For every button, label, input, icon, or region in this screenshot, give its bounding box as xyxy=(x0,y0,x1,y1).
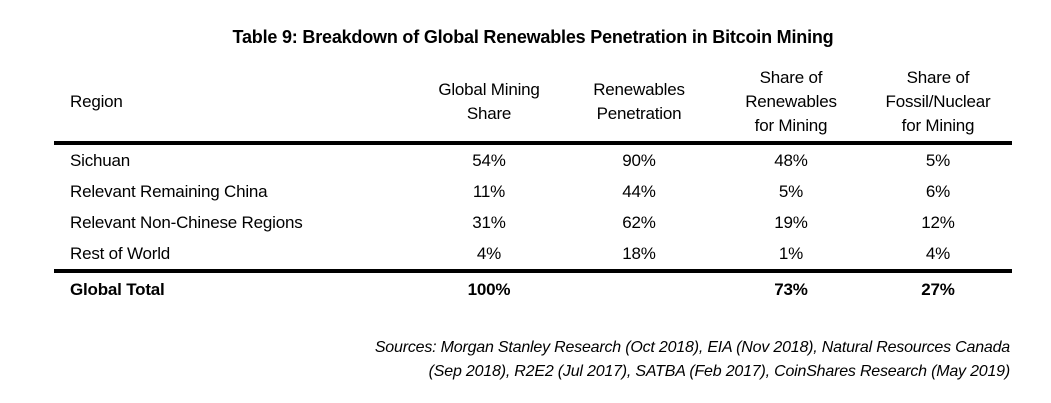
cell-region: Relevant Non-Chinese Regions xyxy=(70,212,303,232)
table-header-row: Region Global Mining Share Renewables Pe… xyxy=(54,63,1012,145)
cell-share-fossil: 6% xyxy=(925,181,951,201)
table-row: Relevant Non-Chinese Regions 31% 62% 19%… xyxy=(54,207,1012,238)
cell-renewables-penetration: 62% xyxy=(622,212,656,232)
col-header-share-renewables: Share of Renewables for Mining xyxy=(718,63,864,145)
table-row: Relevant Remaining China 11% 44% 5% 6% xyxy=(54,176,1012,207)
col-header-global-mining-share: Global Mining Share xyxy=(418,63,560,145)
cell-renewables-penetration: 90% xyxy=(622,150,656,170)
cell-total-global-mining-share: 100% xyxy=(418,269,560,306)
cell-share-renewables: 48% xyxy=(774,150,808,170)
table-row: Sichuan 54% 90% 48% 5% xyxy=(54,143,1012,176)
cell-renewables-penetration: 44% xyxy=(622,181,656,201)
cell-region: Rest of World xyxy=(70,243,171,263)
col-header-renewables-penetration: Renewables Penetration xyxy=(560,63,718,145)
cell-global-mining-share: 11% xyxy=(472,181,506,201)
table-title: Table 9: Breakdown of Global Renewables … xyxy=(232,27,834,47)
cell-total-label: Global Total xyxy=(54,269,418,306)
cell-share-renewables: 1% xyxy=(778,243,804,263)
sources-line-1: Sources: Morgan Stanley Research (Oct 20… xyxy=(374,339,1010,356)
renewables-penetration-table: Region Global Mining Share Renewables Pe… xyxy=(54,63,1012,306)
sources-line-2: (Sep 2018), R2E2 (Jul 2017), SATBA (Feb … xyxy=(428,363,1011,380)
col-header-share-fossil-nuclear: Share of Fossil/Nuclear for Mining xyxy=(864,63,1012,145)
cell-share-fossil: 5% xyxy=(925,150,951,170)
cell-total-share-renewables: 73% xyxy=(718,269,864,306)
sources-note: Sources: Morgan Stanley Research (Oct 20… xyxy=(54,336,1010,384)
cell-renewables-penetration: 18% xyxy=(622,243,656,263)
cell-global-mining-share: 31% xyxy=(472,212,506,232)
cell-global-mining-share: 54% xyxy=(472,150,506,170)
cell-share-renewables: 5% xyxy=(778,181,804,201)
cell-share-fossil: 4% xyxy=(925,243,951,263)
total-row: Global Total 100% 73% 27% xyxy=(54,269,1012,306)
cell-share-fossil: 12% xyxy=(921,212,955,232)
cell-total-renewables-penetration xyxy=(560,269,718,306)
cell-global-mining-share: 4% xyxy=(476,243,502,263)
cell-region: Relevant Remaining China xyxy=(70,181,268,201)
cell-total-share-fossil: 27% xyxy=(864,269,1012,306)
cell-region: Sichuan xyxy=(70,150,131,170)
col-header-region: Region xyxy=(54,63,418,145)
cell-share-renewables: 19% xyxy=(774,212,808,232)
table-row: Rest of World 4% 18% 1% 4% xyxy=(54,238,1012,271)
